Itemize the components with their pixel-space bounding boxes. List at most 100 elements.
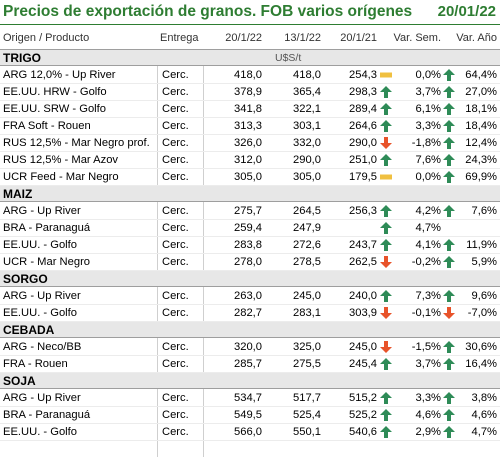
- yearly-change: 69,9%: [465, 171, 497, 183]
- price-last-year: 289,4: [349, 103, 377, 115]
- delivery: Cerc.: [162, 409, 189, 421]
- section-name: SORGO: [3, 272, 48, 286]
- arrow-up-icon: [443, 154, 455, 166]
- arrow-up-icon: [443, 239, 455, 251]
- product-origin: EE.UU. HRW - Golfo: [3, 86, 107, 98]
- price-last-week: 517,7: [293, 392, 321, 404]
- arrow-down-icon: [380, 307, 392, 319]
- product-origin: FRA - Rouen: [3, 358, 68, 370]
- product-origin: BRA - Paranaguá: [3, 222, 91, 234]
- header-delivery: Entrega: [160, 32, 199, 44]
- arrow-up-icon: [443, 103, 455, 115]
- table-row: EE.UU. - Golfo Cerc. 282,7 283,1 303,9 -0,1% -…: [0, 305, 500, 322]
- yearly-change: -7,0%: [467, 307, 497, 319]
- price-last-year: 245,4: [349, 358, 377, 370]
- page-title: Precios de exportación de granos. FOB va…: [3, 3, 413, 20]
- price-current: 305,0: [234, 171, 262, 183]
- delivery: Cerc.: [162, 205, 189, 217]
- section-header: CEBADA: [0, 322, 500, 338]
- price-last-year: 245,0: [349, 341, 377, 353]
- arrow-up-icon: [380, 86, 392, 98]
- arrow-up-icon: [443, 137, 455, 149]
- header-var-week: Var. Sem.: [393, 32, 441, 44]
- price-last-year: 254,3: [349, 69, 377, 81]
- flat-bar-icon: [380, 174, 392, 180]
- product-origin: BRA - Paranaguá: [3, 409, 91, 421]
- price-current: 326,0: [234, 137, 262, 149]
- yearly-change: 24,3%: [465, 154, 497, 166]
- product-origin: EE.UU. - Golfo: [3, 426, 77, 438]
- yearly-change: 18,1%: [465, 103, 497, 115]
- arrow-up-icon: [380, 205, 392, 217]
- yearly-change: 5,9%: [471, 256, 498, 268]
- delivery: Cerc.: [162, 256, 189, 268]
- product-origin: ARG - Up River: [3, 205, 81, 217]
- weekly-change: 4,6%: [415, 409, 442, 421]
- weekly-change: 6,1%: [415, 103, 442, 115]
- arrow-up-icon: [443, 341, 455, 353]
- price-current: 259,4: [234, 222, 262, 234]
- product-origin: UCR Feed - Mar Negro: [3, 171, 119, 183]
- header-date-1: 20/1/22: [225, 32, 262, 44]
- weekly-change: -1,5%: [411, 341, 441, 353]
- table-row: UCR - Mar Negro Cerc. 278,0 278,5 262,5 -0,2%…: [0, 254, 500, 271]
- arrow-up-icon: [380, 358, 392, 370]
- yearly-change: 12,4%: [465, 137, 497, 149]
- section-header: SOJA: [0, 373, 500, 389]
- product-origin: ARG - Up River: [3, 290, 81, 302]
- price-last-year: 540,6: [349, 426, 377, 438]
- price-last-week: 525,4: [293, 409, 321, 421]
- product-origin: FRA Soft - Rouen: [3, 120, 91, 132]
- price-current: 320,0: [234, 341, 262, 353]
- price-last-year: 251,0: [349, 154, 377, 166]
- price-last-year: 179,5: [349, 171, 377, 183]
- arrow-up-icon: [380, 426, 392, 438]
- price-last-year: 515,2: [349, 392, 377, 404]
- price-current: 313,3: [234, 120, 262, 132]
- arrow-up-icon: [443, 205, 455, 217]
- price-current: 378,9: [234, 86, 262, 98]
- weekly-change: 0,0%: [415, 171, 442, 183]
- arrow-up-icon: [443, 86, 455, 98]
- price-current: 278,0: [234, 256, 262, 268]
- title-bar: Precios de exportación de granos. FOB va…: [0, 0, 500, 25]
- product-origin: EE.UU. - Golfo: [3, 239, 77, 251]
- section-header: SORGO: [0, 271, 500, 287]
- table-row: UCR Feed - Mar Negro Cerc. 305,0 305,0 179,5…: [0, 169, 500, 186]
- price-last-week: 245,0: [293, 290, 321, 302]
- arrow-up-icon: [443, 358, 455, 370]
- price-last-year: 240,0: [349, 290, 377, 302]
- price-last-year: 290,0: [349, 137, 377, 149]
- table-row: FRA Soft - Rouen Cerc. 313,3 303,1 264,6 3,3%…: [0, 118, 500, 135]
- yearly-change: 4,7%: [471, 426, 498, 438]
- delivery: Cerc.: [162, 239, 189, 251]
- price-current: 341,8: [234, 103, 262, 115]
- delivery: Cerc.: [162, 171, 189, 183]
- section-name: MAIZ: [3, 187, 33, 201]
- delivery: Cerc.: [162, 426, 189, 438]
- table-row: EE.UU. - Golfo Cerc. 566,0 550,1 540,6 2,9% 4,…: [0, 424, 500, 441]
- price-current: 285,7: [234, 358, 262, 370]
- price-last-year: 256,3: [349, 205, 377, 217]
- arrow-up-icon: [443, 290, 455, 302]
- arrow-up-icon: [380, 120, 392, 132]
- product-origin: RUS 12,5% - Mar Azov: [3, 154, 119, 166]
- price-last-week: 264,5: [293, 205, 321, 217]
- price-current: 263,0: [234, 290, 262, 302]
- price-current: 312,0: [234, 154, 262, 166]
- product-origin: ARG 12,0% - Up River: [3, 69, 116, 81]
- section-name: SOJA: [3, 374, 36, 388]
- delivery: Cerc.: [162, 154, 189, 166]
- arrow-up-icon: [443, 392, 455, 404]
- unit-label: U$S/t: [275, 52, 302, 64]
- arrow-down-icon: [380, 256, 392, 268]
- yearly-change: 7,6%: [471, 205, 498, 217]
- product-origin: EE.UU. - Golfo: [3, 307, 77, 319]
- price-current: 534,7: [234, 392, 262, 404]
- delivery: Cerc.: [162, 358, 189, 370]
- section-name: CEBADA: [3, 323, 55, 337]
- product-origin: UCR - Mar Negro: [3, 256, 91, 268]
- weekly-change: 7,3%: [415, 290, 442, 302]
- weekly-change: -0,1%: [411, 307, 441, 319]
- weekly-change: 3,7%: [415, 358, 442, 370]
